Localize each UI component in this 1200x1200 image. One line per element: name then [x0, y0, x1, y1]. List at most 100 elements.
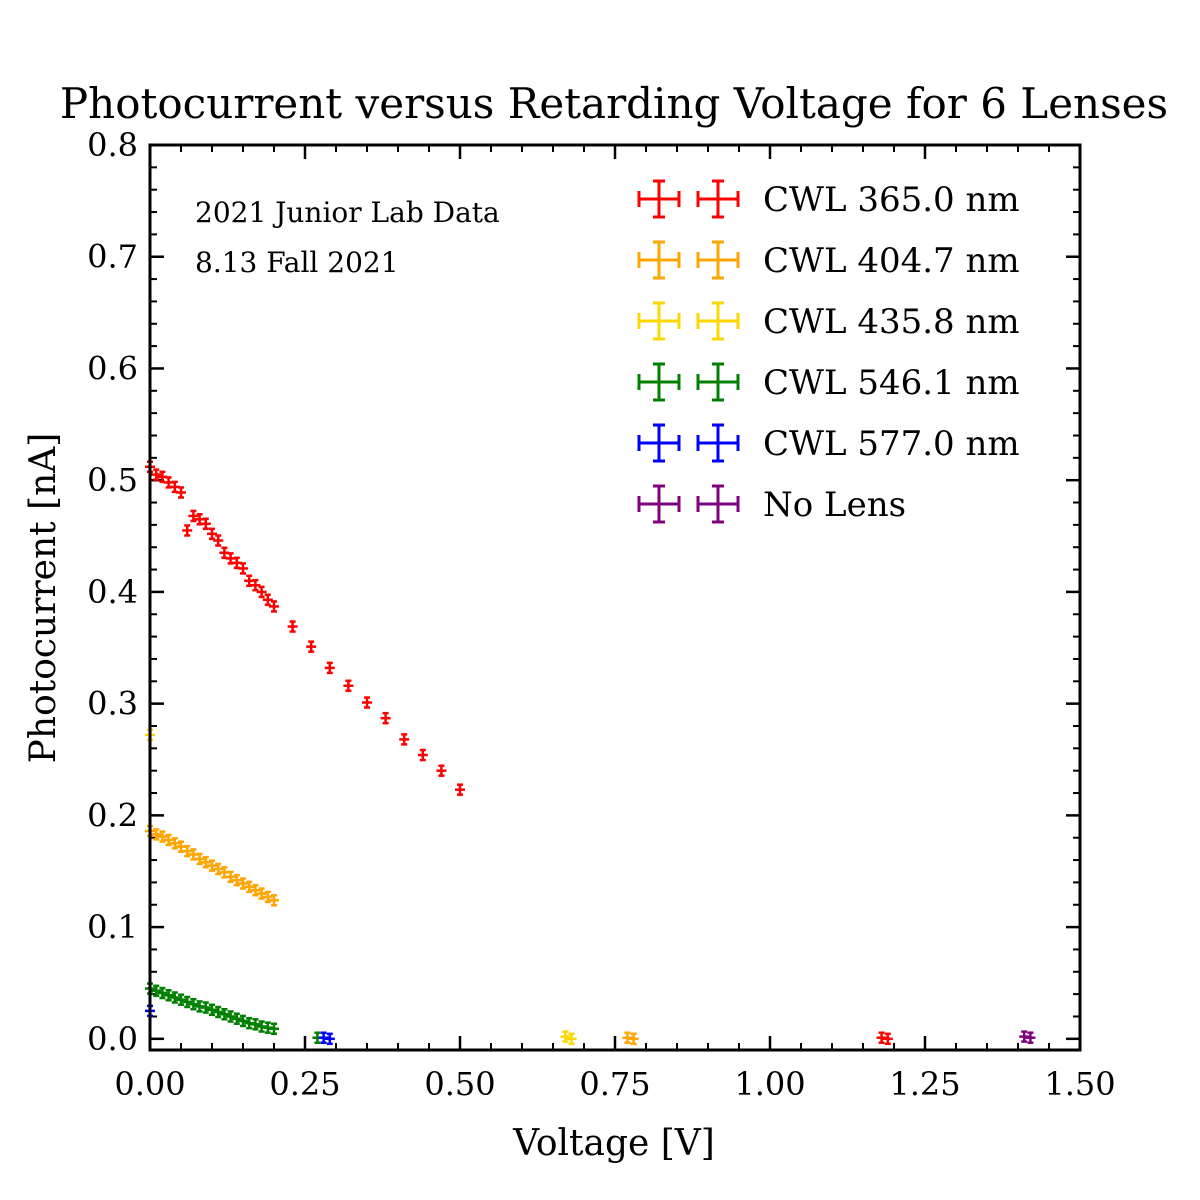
x-tick-label: 0.00 [114, 1065, 185, 1103]
data-point [200, 517, 211, 531]
data-point [188, 509, 199, 523]
x-tick-label: 1.00 [734, 1065, 805, 1103]
data-point [269, 1022, 279, 1036]
legend-item: No Lens [637, 484, 906, 525]
data-point [188, 997, 199, 1011]
legend-item: CWL 577.0 nm [637, 423, 1020, 464]
legend-item: CWL 365.0 nm [637, 179, 1020, 220]
y-tick-label: 0.3 [87, 685, 138, 723]
legend-marker [637, 484, 740, 524]
legend-marker [637, 179, 740, 219]
y-tick-label: 0.2 [87, 796, 138, 834]
data-point [176, 993, 186, 1006]
data-point [238, 877, 248, 890]
data-point [876, 1031, 887, 1044]
x-tick-label: 0.25 [269, 1065, 340, 1103]
chart-title: Photocurrent versus Retarding Voltage fo… [60, 79, 1168, 128]
y-tick-label: 0.1 [87, 908, 138, 946]
data-point [157, 986, 168, 1000]
y-tick-label: 0.4 [87, 573, 138, 611]
data-point [250, 883, 261, 897]
data-point [306, 640, 317, 653]
data-point [194, 852, 205, 866]
x-tick-label: 0.50 [424, 1065, 495, 1103]
data-point [262, 890, 273, 904]
data-point [269, 894, 279, 907]
data-point [566, 1032, 577, 1046]
data-point [628, 1032, 639, 1046]
data-point [362, 696, 372, 709]
legend-label: CWL 546.1 nm [763, 363, 1020, 403]
tick-labels-layer: 0.00 0.25 0.50 0.75 1.00 1.25 1.50 0.0 0.1 0.2 0.3… [87, 126, 1116, 1103]
data-point [169, 991, 180, 1004]
data-point [380, 711, 391, 725]
data-point [176, 486, 186, 499]
data-point [219, 1007, 230, 1021]
data-point [182, 524, 193, 537]
data-point [200, 856, 211, 869]
data-point [244, 880, 255, 894]
legend-label: CWL 435.8 nm [763, 302, 1020, 342]
data-point [157, 830, 168, 843]
data-point [200, 1001, 211, 1014]
data-point [151, 984, 162, 998]
data-point [560, 1030, 571, 1043]
y-axis-label: Photocurrent [nA] [23, 433, 64, 764]
legend-label: CWL 577.0 nm [763, 424, 1020, 464]
legend-label: CWL 365.0 nm [763, 180, 1020, 220]
x-axis-label: Voltage [V] [512, 1123, 715, 1164]
plot-frame [148, 143, 1082, 1052]
data-point [207, 1003, 217, 1017]
legend-item: CWL 546.1 nm [637, 362, 1020, 403]
legend-label: No Lens [763, 485, 906, 525]
data-point [231, 873, 242, 887]
x-tick-label: 0.75 [579, 1065, 650, 1103]
data-point [417, 748, 428, 762]
y-tick-label: 0.8 [87, 126, 138, 164]
annotation-line-1: 2021 Junior Lab Data [195, 196, 500, 229]
data-point [269, 600, 279, 613]
data-point [231, 1012, 242, 1025]
data-point [250, 578, 261, 592]
y-tick-label: 0.6 [87, 349, 138, 387]
data-point [238, 562, 248, 575]
y-tick-label: 0.0 [87, 1020, 138, 1058]
data-point [225, 1010, 236, 1023]
y-tick-label: 0.5 [87, 461, 138, 499]
data-point [250, 1018, 261, 1031]
data-point [436, 764, 447, 777]
legend-marker [637, 362, 740, 402]
data-point [256, 887, 267, 900]
data-point [238, 1014, 248, 1028]
data-point [324, 661, 335, 675]
legend-item: CWL 435.8 nm [637, 301, 1020, 342]
data-point [163, 989, 174, 1002]
data-point [151, 828, 162, 841]
data-point [1025, 1031, 1036, 1044]
data-point [225, 870, 236, 884]
legend-marker [637, 301, 740, 341]
data-point [182, 995, 193, 1009]
data-point [455, 783, 465, 796]
data-point [213, 862, 224, 876]
data-point [207, 527, 217, 541]
data-point [882, 1032, 893, 1046]
data-point [256, 585, 267, 599]
data-point [163, 833, 174, 847]
legend-label: CWL 404.7 nm [763, 241, 1020, 281]
annotation-line-2: 8.13 Fall 2021 [195, 246, 399, 279]
data-point [151, 468, 162, 481]
data-point [213, 1005, 224, 1019]
data-point [207, 859, 217, 872]
x-tick-label: 1.25 [889, 1065, 960, 1103]
legend-item: CWL 404.7 nm [637, 240, 1020, 281]
legend: CWL 365.0 nm CWL 404.7 nm CWL 435.8 nm CWL … [637, 179, 1020, 525]
data-point [399, 733, 410, 746]
data-point [262, 593, 273, 606]
data-point [169, 837, 180, 850]
data-point [182, 844, 193, 858]
data-point [213, 534, 224, 547]
x-tick-label: 1.50 [1044, 1065, 1115, 1103]
legend-marker [637, 423, 740, 463]
